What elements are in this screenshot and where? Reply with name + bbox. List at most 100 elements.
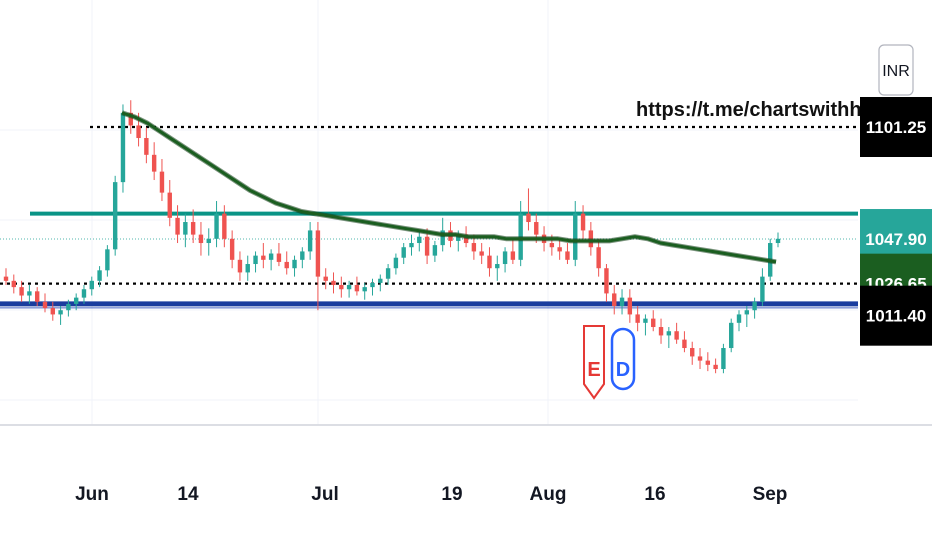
candle-body	[315, 230, 321, 277]
candle-body	[378, 278, 383, 283]
horizontal-lines	[0, 125, 858, 309]
currency-button[interactable]: INR	[878, 44, 914, 96]
candle-body	[19, 287, 24, 296]
candle-body	[175, 217, 180, 235]
candle-body	[495, 264, 500, 269]
candle-body	[565, 251, 570, 260]
candle-body	[432, 245, 438, 256]
candle-body	[721, 348, 726, 370]
candle-body	[346, 285, 352, 290]
candle-body	[526, 213, 531, 223]
candle-body	[339, 285, 344, 290]
candle-body	[307, 230, 313, 252]
candle-body	[651, 318, 656, 328]
candle-body	[479, 251, 484, 256]
candle-body	[42, 301, 48, 309]
candle-body	[393, 257, 399, 269]
candle-body	[643, 318, 648, 323]
candle-body	[112, 182, 118, 250]
dividend-marker	[610, 327, 636, 391]
moving-average-path	[121, 111, 777, 264]
candle-body	[229, 238, 235, 260]
candle-body	[580, 213, 586, 231]
candle-body	[674, 331, 679, 340]
time-tick-label: Jul	[311, 484, 338, 505]
time-axis: Jun 14 Jul 19 Aug 16 Sep	[75, 484, 787, 505]
grid-lines	[0, 0, 858, 425]
annotation-link-text: https://t.me/chartswithhvb	[636, 99, 885, 121]
time-tick-label: 14	[177, 484, 199, 505]
dividend-marker-label: D	[616, 359, 630, 381]
candle-body	[206, 238, 211, 244]
candle-body	[729, 322, 734, 349]
candle-body	[775, 238, 781, 244]
candle-body	[510, 251, 516, 260]
candle-body	[690, 348, 695, 357]
candle-body	[604, 268, 609, 294]
candle-body	[190, 222, 196, 235]
price-badge	[860, 285, 932, 346]
candle-body	[276, 253, 282, 262]
candle-body	[409, 243, 414, 248]
price-badge-label: 1047.90	[865, 230, 926, 249]
candle-body	[370, 282, 375, 288]
candle-body	[253, 255, 258, 265]
candle-body	[300, 251, 305, 260]
earnings-marker-label: E	[587, 359, 600, 381]
candle-body	[456, 234, 461, 241]
price-badge-label: 1011.40	[866, 307, 927, 326]
candle-body	[214, 213, 219, 239]
candle-body	[736, 314, 742, 323]
candle-body	[159, 171, 165, 193]
time-tick-label: Aug	[530, 484, 567, 505]
time-tick-label: Jun	[75, 484, 109, 505]
currency-button-label: INR	[882, 63, 910, 80]
candle-body	[635, 314, 640, 323]
candle-body	[284, 261, 289, 269]
candle-body	[81, 289, 87, 298]
candle-body	[697, 356, 703, 361]
candle-body	[760, 276, 765, 302]
candle-body	[440, 230, 445, 246]
candle-body	[573, 213, 578, 260]
candle-body	[627, 297, 633, 315]
candle-body	[354, 285, 360, 292]
candle-body	[385, 268, 391, 279]
candle-body	[136, 125, 141, 139]
candle-body	[222, 213, 227, 239]
candle-body	[183, 222, 188, 235]
candle-body	[11, 280, 16, 288]
time-tick-label: 19	[441, 484, 462, 505]
candle-body	[401, 247, 406, 258]
candle-body	[424, 236, 430, 256]
candle-body	[362, 287, 367, 292]
time-tick-label: Sep	[753, 484, 788, 505]
candle-body	[167, 192, 172, 218]
candle-body	[151, 154, 157, 172]
candle-body	[705, 360, 711, 365]
candle-body	[261, 255, 266, 260]
candle-body	[549, 243, 555, 248]
candle-body	[502, 251, 508, 265]
candle-body	[471, 243, 477, 252]
candle-body	[612, 293, 617, 307]
time-tick-label: 16	[644, 484, 665, 505]
candle-body	[58, 310, 63, 315]
candle-body	[245, 264, 250, 273]
candle-body	[34, 291, 40, 302]
candle-body	[237, 259, 243, 273]
candle-body	[292, 259, 297, 269]
candle-body	[97, 270, 102, 281]
candle-body	[534, 222, 539, 235]
candle-body	[417, 236, 422, 244]
candle-body	[713, 364, 718, 370]
candle-body	[66, 303, 71, 311]
candle-body	[331, 280, 336, 286]
price-badge	[860, 97, 932, 157]
candle-body	[144, 138, 149, 155]
candle-body	[752, 301, 757, 311]
candle-body	[487, 255, 492, 269]
